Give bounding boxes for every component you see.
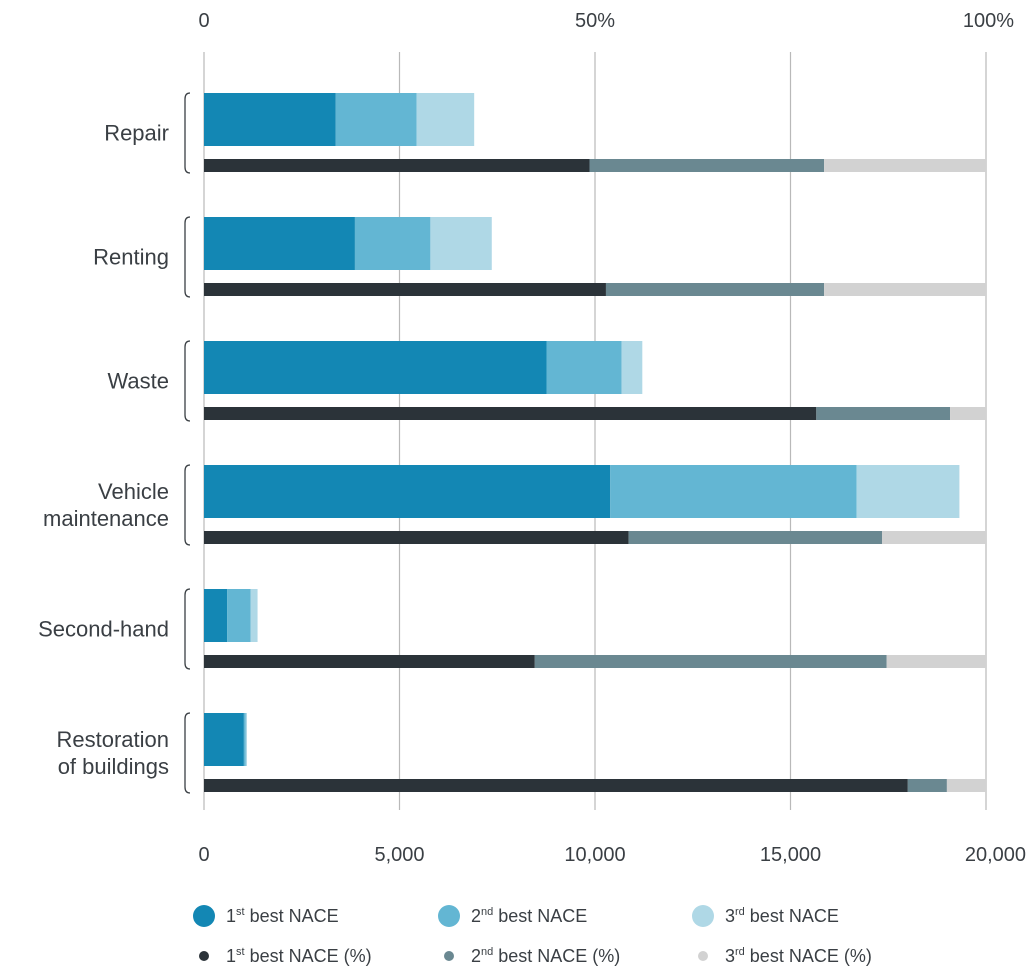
top-tick-label: 0 (198, 10, 209, 32)
x-tick-label: 15,000 (760, 844, 821, 866)
legend-marker-count-1 (193, 905, 215, 927)
category-bracket (184, 712, 191, 794)
x-tick-label: 10,000 (564, 844, 625, 866)
bar-repair-count-3 (416, 93, 475, 146)
legend-label: 1st best NACE (%) (226, 946, 372, 966)
category-bracket (184, 340, 191, 422)
category-bracket (184, 464, 191, 546)
legend-marker-pct-3 (698, 951, 708, 961)
bar-waste-count-1 (204, 341, 547, 394)
bar-restoration-of-buildings-pct-3 (946, 779, 986, 792)
bar-repair-count-2 (335, 93, 417, 146)
gridlines (203, 52, 987, 810)
legend-label: 2nd best NACE (471, 906, 587, 926)
category-bracket (184, 216, 191, 298)
category-label: of buildings (58, 754, 169, 779)
category-label: Waste (107, 369, 169, 394)
bar-waste-pct-3 (950, 407, 986, 420)
bar-restoration-of-buildings-pct-1 (204, 779, 908, 792)
bar-renting-count-1 (204, 217, 355, 270)
bar-second-hand-count-1 (204, 589, 228, 642)
legend: 1st best NACE 2nd best NACE 3rd best NACE 1… (193, 905, 872, 966)
legend-label: 3rd best NACE (%) (725, 946, 872, 966)
category-label: Restoration (56, 727, 169, 752)
legend-marker-count-2 (438, 905, 460, 927)
bar-restoration-of-buildings-pct-2 (907, 779, 947, 792)
category-bracket (184, 588, 191, 670)
bar-renting-count-2 (354, 217, 431, 270)
bar-second-hand-count-3 (250, 589, 258, 642)
bar-vehicle-maintenance-pct-2 (628, 531, 882, 544)
bar-repair-count-1 (204, 93, 336, 146)
category-label: Second-hand (38, 617, 169, 642)
bar-waste-pct-1 (204, 407, 817, 420)
bar-restoration-of-buildings-count-2 (243, 713, 246, 766)
category-label: Renting (93, 245, 169, 270)
bar-waste-count-2 (546, 341, 622, 394)
top-axis: 0 50% 100% (198, 10, 1014, 32)
category-label: Vehicle (98, 479, 169, 504)
x-tick-label: 20,000 (965, 844, 1026, 866)
legend-marker-pct-2 (444, 951, 454, 961)
bar-renting-pct-2 (605, 283, 825, 296)
bar-vehicle-maintenance-pct-1 (204, 531, 629, 544)
category-label: Repair (104, 121, 169, 146)
bar-waste-count-3 (621, 341, 643, 394)
bar-renting-pct-3 (824, 283, 986, 296)
bar-second-hand-pct-2 (534, 655, 887, 668)
legend-marker-pct-1 (199, 951, 209, 961)
category-label: maintenance (43, 506, 169, 531)
bar-waste-pct-2 (816, 407, 951, 420)
bar-renting-count-3 (430, 217, 492, 270)
x-tick-label: 0 (198, 844, 209, 866)
top-tick-label: 50% (575, 10, 615, 32)
bar-second-hand-pct-1 (204, 655, 535, 668)
bar-vehicle-maintenance-pct-3 (881, 531, 986, 544)
legend-marker-count-3 (692, 905, 714, 927)
bars (204, 93, 986, 792)
x-tick-label: 5,000 (374, 844, 424, 866)
legend-label: 2nd best NACE (%) (471, 946, 620, 966)
category-bracket (184, 92, 191, 174)
top-tick-label: 100% (963, 10, 1014, 32)
bar-repair-pct-2 (589, 159, 825, 172)
bar-second-hand-pct-3 (886, 655, 986, 668)
bar-vehicle-maintenance-count-1 (204, 465, 611, 518)
bar-repair-pct-1 (204, 159, 590, 172)
bar-repair-pct-3 (824, 159, 986, 172)
bar-restoration-of-buildings-count-3 (245, 713, 248, 766)
bar-vehicle-maintenance-count-2 (610, 465, 857, 518)
bar-restoration-of-buildings-count-1 (204, 713, 244, 766)
bar-renting-pct-1 (204, 283, 606, 296)
bar-vehicle-maintenance-count-3 (856, 465, 960, 518)
legend-label: 3rd best NACE (725, 906, 839, 926)
legend-label: 1st best NACE (226, 906, 339, 926)
bottom-axis: 0 5,000 10,000 15,000 20,000 (198, 844, 1026, 866)
bar-second-hand-count-2 (227, 589, 251, 642)
